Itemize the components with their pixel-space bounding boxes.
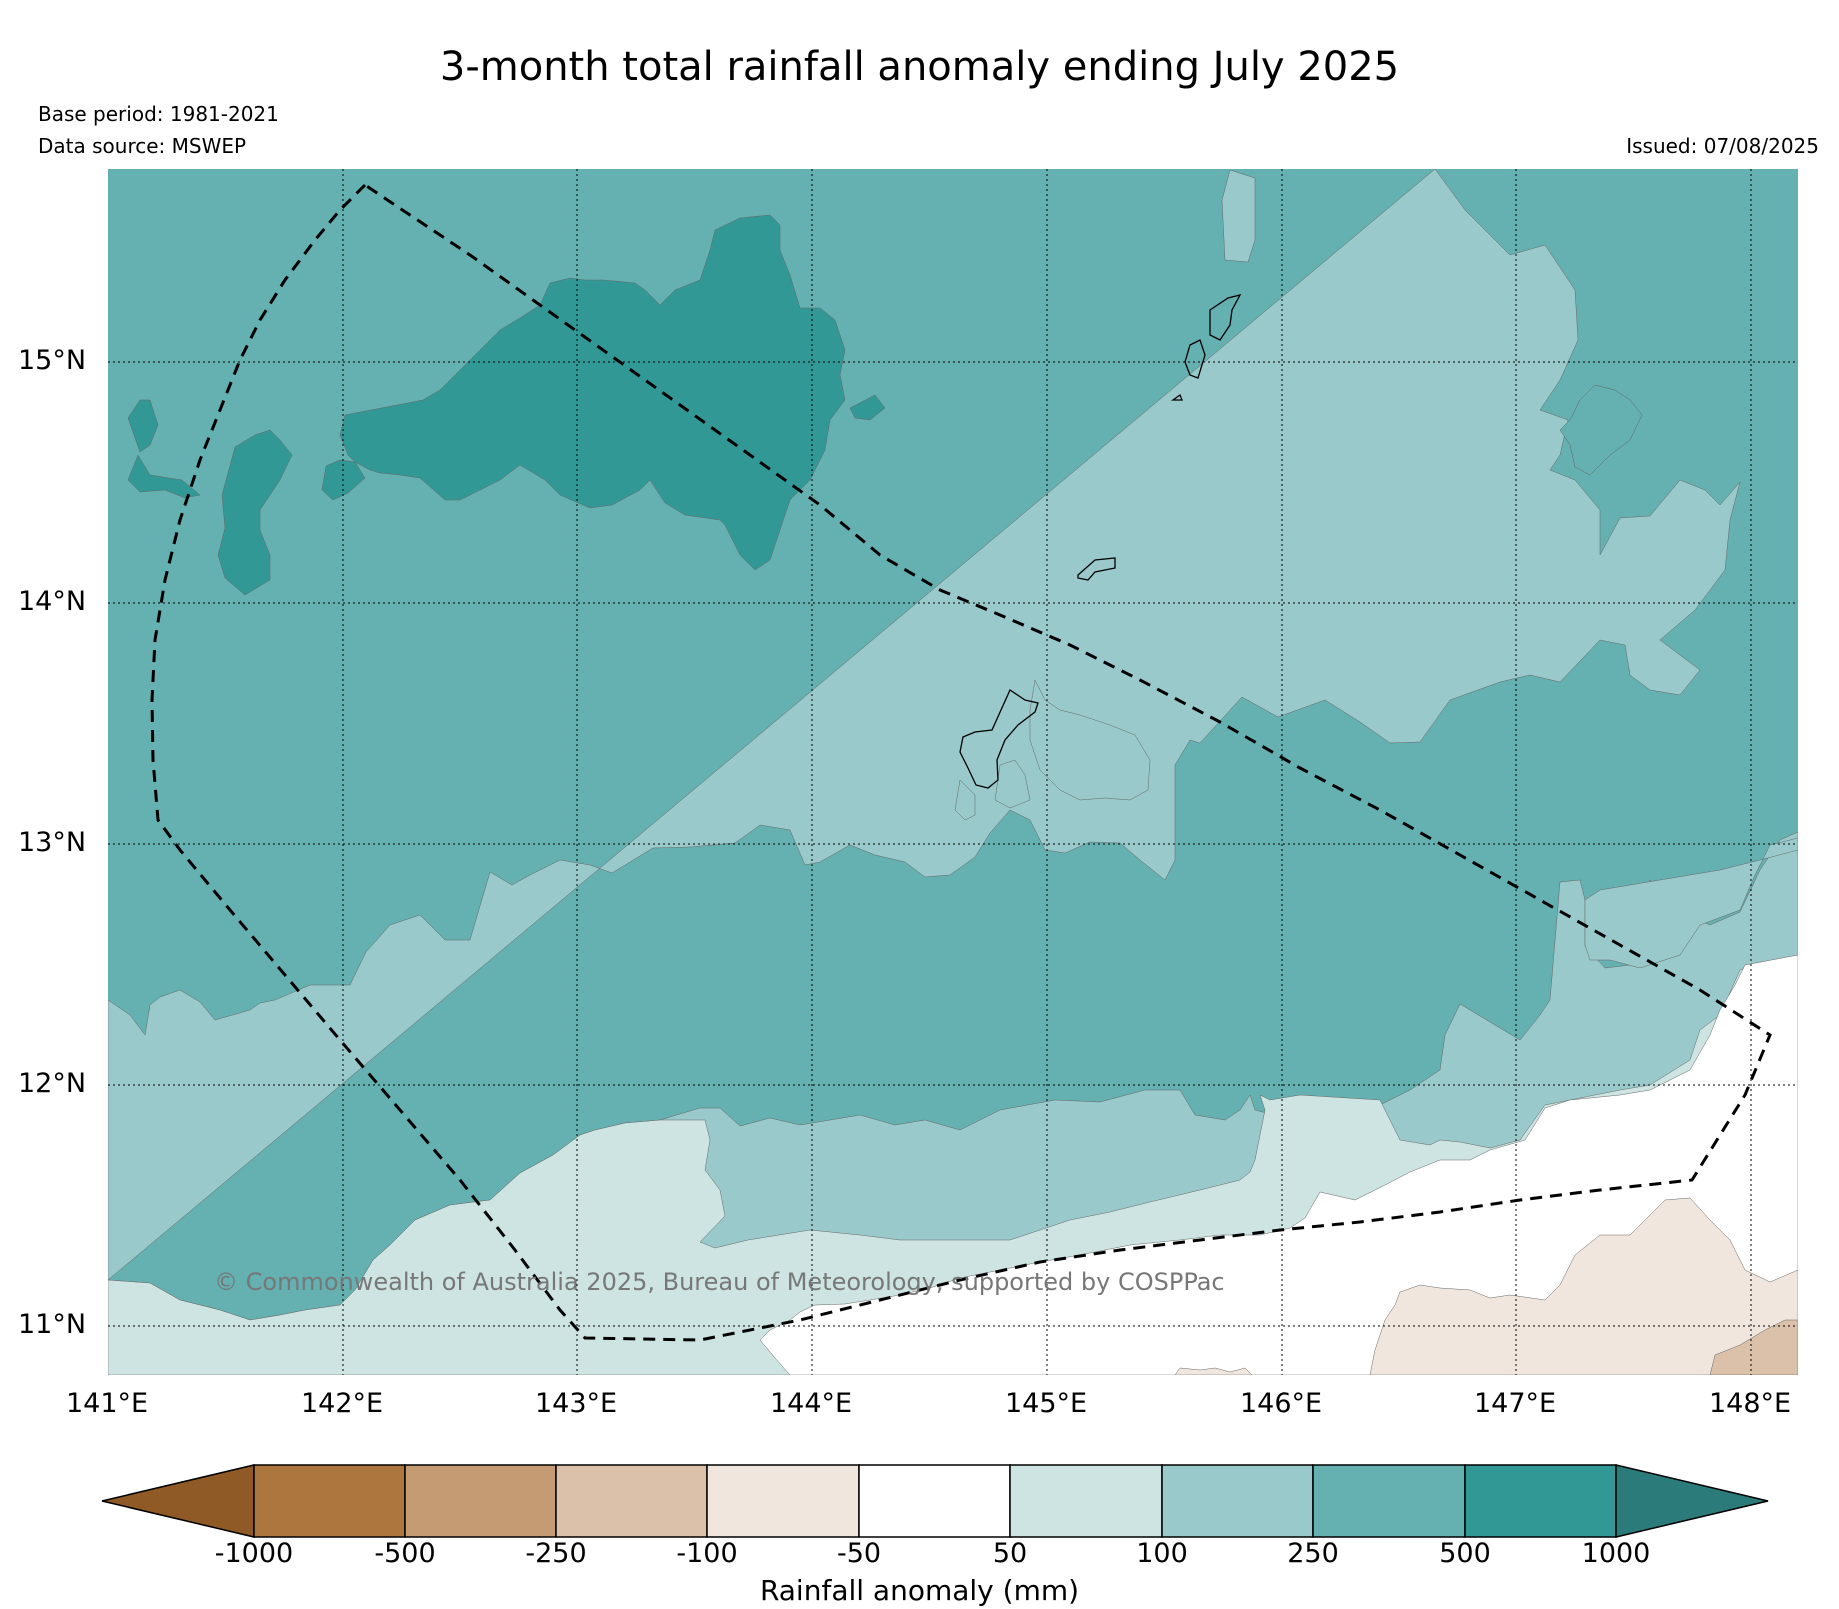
graticule [108,169,1798,1375]
colorbar-extend-high [1615,1464,1769,1538]
contour-minus50-50 [759,954,1798,1375]
lon-label-145e: 145°E [1005,1388,1088,1419]
island-rota [1077,557,1116,581]
island-guam [959,689,1039,789]
colorbar-bin-6 [1009,1464,1163,1538]
lon-label-144e: 144°E [770,1388,853,1419]
colorbar-bin-4 [706,1464,860,1538]
colorbar-tick: -500 [374,1538,436,1569]
copyright-credit: © Commonwealth of Australia 2025, Bureau… [214,1268,1225,1296]
contour-100-250-east [108,169,1798,1375]
contour-500-1000-north [339,214,846,571]
issued-date-text: Issued: 07/08/2025 [1626,134,1819,158]
contour-500-1000-patch-c [127,454,201,499]
lat-label-12n: 12°N [18,1068,87,1099]
lon-label-146e: 146°E [1240,1388,1323,1419]
colorbar-tick: -50 [836,1538,882,1569]
eez-boundary-line [150,183,1772,1342]
base-period-text: Base period: 1981-2021 [38,102,279,126]
lon-label-142e: 142°E [301,1388,384,1419]
lon-label-147e: 147°E [1474,1388,1557,1419]
colorbar-tick: -250 [525,1538,587,1569]
contour-100-250-island-c [954,779,976,821]
contour-minus250-minus100 [1709,1319,1798,1375]
colorbar-bin-3 [555,1464,708,1538]
colorbar-bin-1 [253,1464,406,1538]
colorbar-tick: 250 [1287,1538,1339,1569]
contour-100-250-patch [1584,837,1798,969]
colorbar-bin-5 [858,1464,1011,1538]
colorbar-title: Rainfall anomaly (mm) [759,1574,1080,1607]
contour-500-1000-east [1559,384,1643,476]
contour-minus100-minus50 [1369,1197,1798,1375]
contour-500-1000-patch-a [217,429,293,596]
colorbar-bin-8 [1312,1464,1466,1538]
lon-label-148e: 148°E [1709,1388,1792,1419]
contour-500-1000-patch-b [127,399,159,453]
contour-500-1000-patch-e [849,394,886,421]
colorbar-tick: -100 [676,1538,738,1569]
colorbar-bin-7 [1161,1464,1314,1538]
island-outlines [959,294,1242,789]
colorbar-tick: 500 [1439,1538,1491,1569]
data-source-text: Data source: MSWEP [38,134,247,158]
anomaly-contours [108,169,1798,1375]
colorbar-tick: 1000 [1581,1538,1651,1569]
colorbar-tick: -1000 [214,1538,294,1569]
colorbar-tick: 50 [992,1538,1028,1569]
colorbar-extend-low [101,1464,255,1538]
colorbar-bin-2 [404,1464,557,1538]
island-tinian [1184,339,1206,379]
contour-100-250-island-d [1221,169,1256,263]
colorbar-tick: 100 [1136,1538,1188,1569]
island-saipan [1209,294,1242,341]
lat-label-15n: 15°N [18,345,87,376]
colorbar-bin-9 [1464,1464,1617,1538]
island-small [1170,393,1183,401]
contour-minus100-small [1174,1367,1253,1375]
lat-label-14n: 14°N [18,586,87,617]
contour-100-250-island-b [994,759,1031,809]
contour-100-250-island-a [1029,679,1151,801]
lon-label-143e: 143°E [535,1388,618,1419]
colorbar [101,1464,1769,1538]
map-title: 3-month total rainfall anomaly ending Ju… [439,44,1400,90]
lon-label-141e: 141°E [66,1388,149,1419]
lat-label-11n: 11°N [18,1309,87,1340]
lat-label-13n: 13°N [18,827,87,858]
